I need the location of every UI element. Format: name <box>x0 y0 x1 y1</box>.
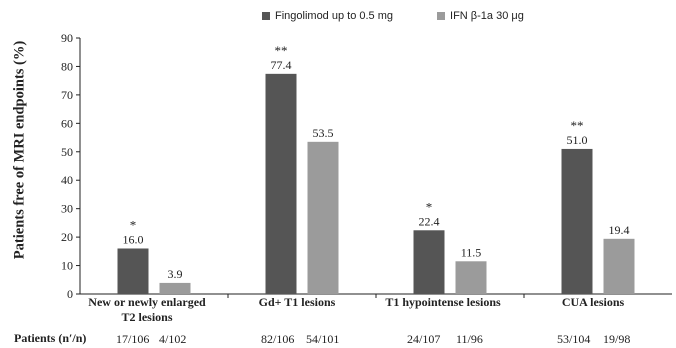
patients-value: 19/98 <box>603 332 631 346</box>
category-label-gd-line1: Gd+ T1 lesions <box>258 295 336 309</box>
significance-marker: ** <box>275 43 288 58</box>
legend-item-ifn: IFN β-1a 30 μg <box>437 10 524 22</box>
y-tick-label: 80 <box>61 59 73 73</box>
category-label-t2-line1: New or newly enlarged <box>88 295 206 309</box>
category-label-gd: Gd+ T1 lesions <box>222 295 372 310</box>
y-tick-label: 20 <box>61 230 73 244</box>
legend-swatch-fingolimod <box>262 12 270 20</box>
chart-legend: Fingolimod up to 0.5 mg IFN β-1a 30 μg <box>262 8 568 24</box>
category-label-t2: New or newly enlarged T2 lesions <box>72 295 222 325</box>
y-tick-label: 30 <box>61 202 73 216</box>
bar <box>603 238 635 294</box>
legend-label-fingolimod: Fingolimod up to 0.5 mg <box>275 10 394 22</box>
patients-value: 17/106 <box>116 332 150 346</box>
bar <box>455 261 487 294</box>
bar <box>561 148 593 294</box>
legend-swatch-ifn <box>437 12 446 20</box>
bar <box>117 248 149 294</box>
patients-row-label: Patients (n′/n) <box>14 331 87 345</box>
patients-value: 4/102 <box>159 332 187 346</box>
y-tick-label: 10 <box>61 259 73 273</box>
data-label: 3.9 <box>168 267 183 281</box>
y-tick-label: 0 <box>67 287 73 301</box>
data-label: 19.4 <box>609 223 630 237</box>
data-label: 22.4 <box>419 214 440 228</box>
bar <box>307 141 339 294</box>
category-label-t2-line2: T2 lesions <box>121 310 173 324</box>
y-tick-label: 50 <box>61 145 73 159</box>
data-label: 16.0 <box>123 232 144 246</box>
patients-value: 54/101 <box>306 332 340 346</box>
category-label-t1: T1 hypointense lesions <box>368 295 518 310</box>
data-label: 53.5 <box>313 126 334 140</box>
data-label: 51.0 <box>567 133 588 147</box>
legend-item-fingolimod: Fingolimod up to 0.5 mg <box>262 10 393 22</box>
bar <box>413 230 445 294</box>
y-tick-label: 40 <box>61 173 73 187</box>
patients-value: 82/106 <box>261 332 295 346</box>
y-tick-label: 90 <box>61 31 73 45</box>
legend-label-ifn: IFN β-1a 30 μg <box>450 10 524 22</box>
significance-marker: * <box>426 199 433 214</box>
patients-value: 24/107 <box>407 332 441 346</box>
data-label: 11.5 <box>461 245 482 259</box>
bar <box>265 73 297 294</box>
significance-marker: * <box>130 217 137 232</box>
y-tick-label: 70 <box>61 88 73 102</box>
significance-marker: ** <box>571 118 584 133</box>
bar <box>159 282 191 294</box>
category-label-cua: CUA lesions <box>518 295 668 310</box>
data-label: 77.4 <box>271 58 292 72</box>
category-label-t1-line1: T1 hypointense lesions <box>385 295 501 309</box>
category-label-cua-line1: CUA lesions <box>561 295 625 309</box>
patients-value: 11/96 <box>456 332 483 346</box>
patients-value: 53/104 <box>557 332 591 346</box>
y-tick-label: 60 <box>61 116 73 130</box>
